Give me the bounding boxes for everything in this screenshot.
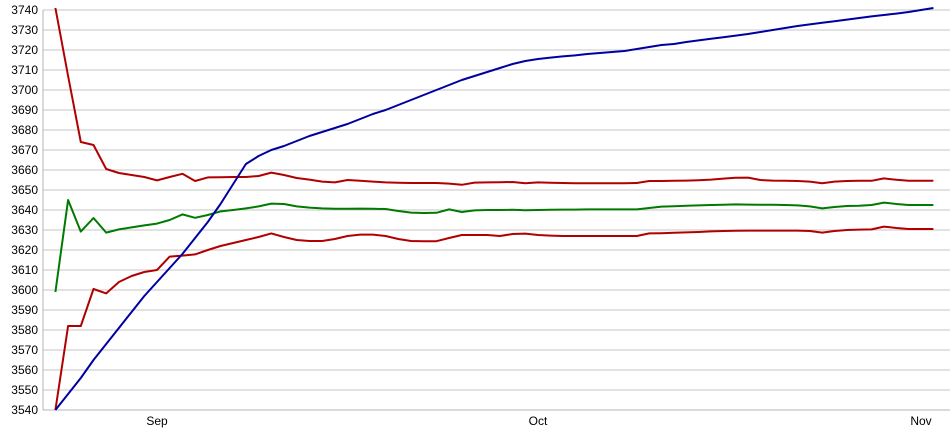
y-tick-label: 3730 — [11, 23, 38, 37]
y-tick-label: 3560 — [11, 363, 38, 377]
y-tick-label: 3700 — [11, 83, 38, 97]
y-tick-label: 3600 — [11, 283, 38, 297]
y-tick-label: 3740 — [11, 3, 38, 17]
x-tick-label-oct: Oct — [529, 414, 548, 428]
series-cumulative-line — [54, 7, 934, 411]
series-lower-band — [54, 225, 934, 411]
y-tick-label: 3640 — [11, 203, 38, 217]
y-tick-label: 3660 — [11, 163, 38, 177]
x-tick-label-nov: Nov — [910, 414, 931, 428]
y-tick-label: 3610 — [11, 263, 38, 277]
y-tick-label: 3630 — [11, 223, 38, 237]
y-tick-label: 3580 — [11, 323, 38, 337]
y-tick-label: 3570 — [11, 343, 38, 357]
y-tick-label: 3620 — [11, 243, 38, 257]
y-tick-label: 3540 — [11, 403, 38, 417]
y-tick-label: 3550 — [11, 383, 38, 397]
y-tick-label: 3650 — [11, 183, 38, 197]
y-tick-label: 3680 — [11, 123, 38, 137]
y-tick-label: 3710 — [11, 63, 38, 77]
y-tick-label: 3720 — [11, 43, 38, 57]
y-tick-label: 3590 — [11, 303, 38, 317]
y-tick-label: 3670 — [11, 143, 38, 157]
series-upper-band — [54, 7, 934, 186]
x-tick-label-sep: Sep — [146, 414, 168, 428]
y-tick-label: 3690 — [11, 103, 38, 117]
series-middle-band — [54, 199, 934, 293]
